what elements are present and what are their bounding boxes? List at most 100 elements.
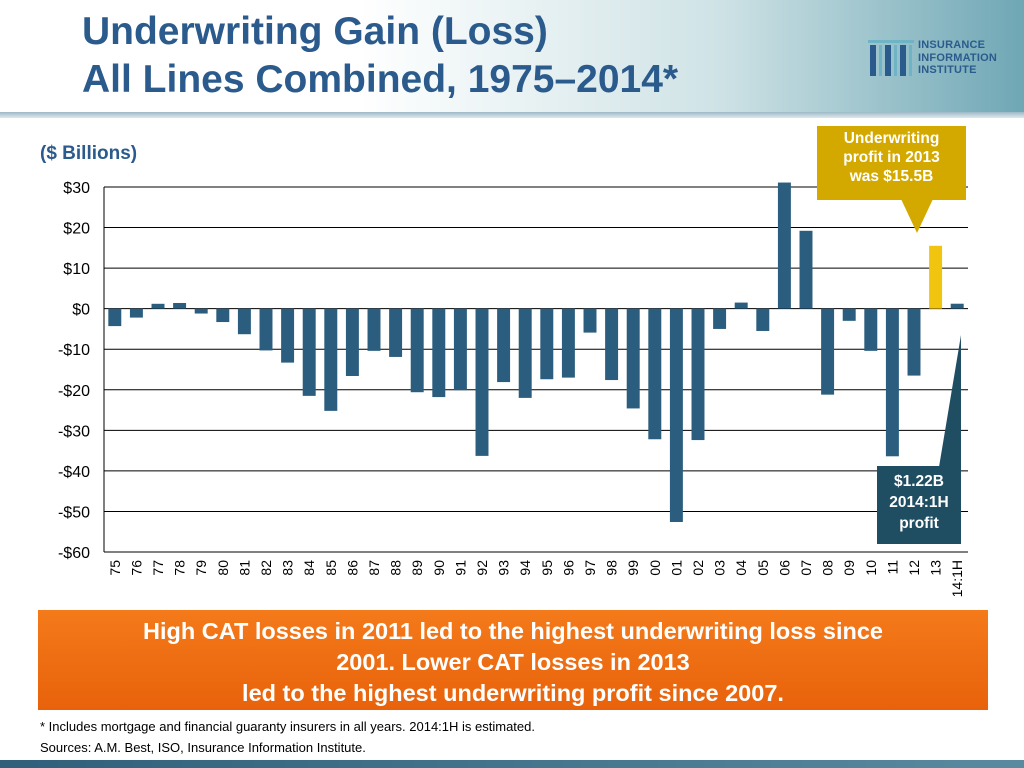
x-tick-label: 85 <box>323 560 339 576</box>
bar-81 <box>237 308 251 335</box>
bar-95 <box>540 308 554 380</box>
callout-bottom-line-2: 2014:1H <box>889 494 949 511</box>
x-tick-label: 04 <box>733 560 749 576</box>
bar-02 <box>691 308 705 441</box>
iii-logo-icon <box>868 40 914 76</box>
x-tick-label: 92 <box>474 560 490 576</box>
x-tick-label: 10 <box>863 560 879 576</box>
banner-line-2: 2001. Lower CAT losses in 2013 <box>336 649 690 675</box>
y-tick-label: $0 <box>72 302 90 319</box>
bar-83 <box>281 308 295 363</box>
underwriting-bar-chart: $30 $20 $10 $0 -$10 -$20 -$30 -$40 -$50 -$60 75 76 7… <box>58 180 968 597</box>
units-label: ($ Billions) <box>40 143 138 164</box>
bar-77 <box>151 303 165 309</box>
bar-01 <box>669 308 683 522</box>
bar-07 <box>799 230 813 309</box>
callout-2013-profit: Underwriting profit in 2013 was $15.5B <box>817 126 966 200</box>
bar-76 <box>129 308 143 318</box>
y-tick-label: -$30 <box>58 423 90 440</box>
x-tick-label: 12 <box>906 560 922 576</box>
x-tick-label: 98 <box>604 560 620 576</box>
y-tick-label: $10 <box>63 261 90 278</box>
bar-09 <box>842 308 856 321</box>
callout-top-line-1: Underwriting <box>843 130 940 147</box>
page-title: Underwriting Gain (Loss) All Lines Combi… <box>82 8 678 104</box>
y-tick-label: -$50 <box>58 504 90 521</box>
banner-line-3: led to the highest underwriting profit s… <box>242 680 784 706</box>
y-tick-label: $30 <box>63 180 90 197</box>
x-tick-label: 01 <box>668 560 684 576</box>
insurance-information-institute-logo: INSURANCE INFORMATION INSTITUTE <box>868 38 1018 80</box>
x-tick-label: 88 <box>388 560 404 576</box>
logo-line-3: INSTITUTE <box>918 64 977 76</box>
callout-top-line-2: profit in 2013 <box>843 149 940 166</box>
bar-90 <box>432 308 446 398</box>
x-tick-label: 83 <box>280 560 296 576</box>
bar-98 <box>605 308 619 381</box>
bar-93 <box>497 308 511 383</box>
bar-97 <box>583 308 597 333</box>
bar-94 <box>518 308 532 398</box>
header-band <box>0 0 1024 112</box>
bar-13 <box>929 245 943 309</box>
x-tick-label: 86 <box>344 560 360 576</box>
x-tick-label: 09 <box>841 560 857 576</box>
footnote-note: * Includes mortgage and financial guaran… <box>40 719 535 734</box>
bar-86 <box>345 308 359 376</box>
x-tick-label: 76 <box>128 560 144 576</box>
bar-85 <box>324 308 338 411</box>
x-tick-label: 87 <box>366 560 382 576</box>
bar-14:1H <box>950 303 964 309</box>
page-title-line-1: Underwriting Gain (Loss) <box>82 10 548 53</box>
bar-99 <box>626 308 640 409</box>
bar-05 <box>756 308 770 331</box>
x-tick-label: 99 <box>625 560 641 576</box>
x-tick-label: 02 <box>690 560 706 576</box>
logo-line-1: INSURANCE <box>918 39 986 51</box>
x-tick-label: 80 <box>215 560 231 576</box>
bottom-bar <box>0 760 1024 768</box>
header-divider <box>0 112 1024 118</box>
x-tick-label: 91 <box>452 560 468 576</box>
callout-bottom-line-3: profit <box>899 515 939 532</box>
bar-10 <box>864 308 878 351</box>
x-tick-label: 07 <box>798 560 814 576</box>
callout-bottom-line-1: $1.22B <box>894 473 944 490</box>
x-tick-label: 06 <box>776 560 792 576</box>
summary-banner: High CAT losses in 2011 led to the highe… <box>38 610 988 710</box>
x-tick-label: 79 <box>193 560 209 576</box>
y-tick-label: -$60 <box>58 545 90 562</box>
bar-12 <box>907 308 921 376</box>
x-tick-label: 05 <box>755 560 771 576</box>
bar-91 <box>453 308 467 391</box>
bar-00 <box>648 308 662 440</box>
bar-03 <box>713 308 727 329</box>
callout-top-pointer <box>901 199 933 233</box>
page-title-line-2: All Lines Combined, 1975–2014* <box>82 58 679 101</box>
x-tick-label: 82 <box>258 560 274 576</box>
callout-top-line-3: was $15.5B <box>849 168 934 185</box>
logo-wordmark: INSURANCE INFORMATION INSTITUTE <box>918 39 997 77</box>
bar-89 <box>410 308 424 393</box>
x-tick-label: 11 <box>884 560 900 575</box>
callout-2014-profit: $1.22B 2014:1H profit <box>877 466 961 544</box>
bar-92 <box>475 308 489 456</box>
x-tick-label: 81 <box>236 560 252 576</box>
y-tick-label: -$20 <box>58 383 90 400</box>
x-tick-label: 00 <box>647 560 663 576</box>
x-tick-label: 03 <box>712 560 728 576</box>
bar-80 <box>216 308 230 323</box>
bar-84 <box>302 308 316 396</box>
bar-78 <box>173 302 187 309</box>
x-tick-label: 75 <box>107 560 123 576</box>
x-tick-label: 96 <box>560 560 576 576</box>
x-tick-label: 95 <box>539 560 555 576</box>
x-tick-label: 08 <box>820 560 836 576</box>
banner-line-1: High CAT losses in 2011 led to the highe… <box>143 618 883 644</box>
x-tick-label: 89 <box>409 560 425 576</box>
bar-75 <box>108 308 122 327</box>
x-tick-label: 93 <box>496 560 512 576</box>
bar-11 <box>885 308 899 457</box>
x-tick-label: 90 <box>431 560 447 576</box>
x-tick-label: 77 <box>150 560 166 576</box>
